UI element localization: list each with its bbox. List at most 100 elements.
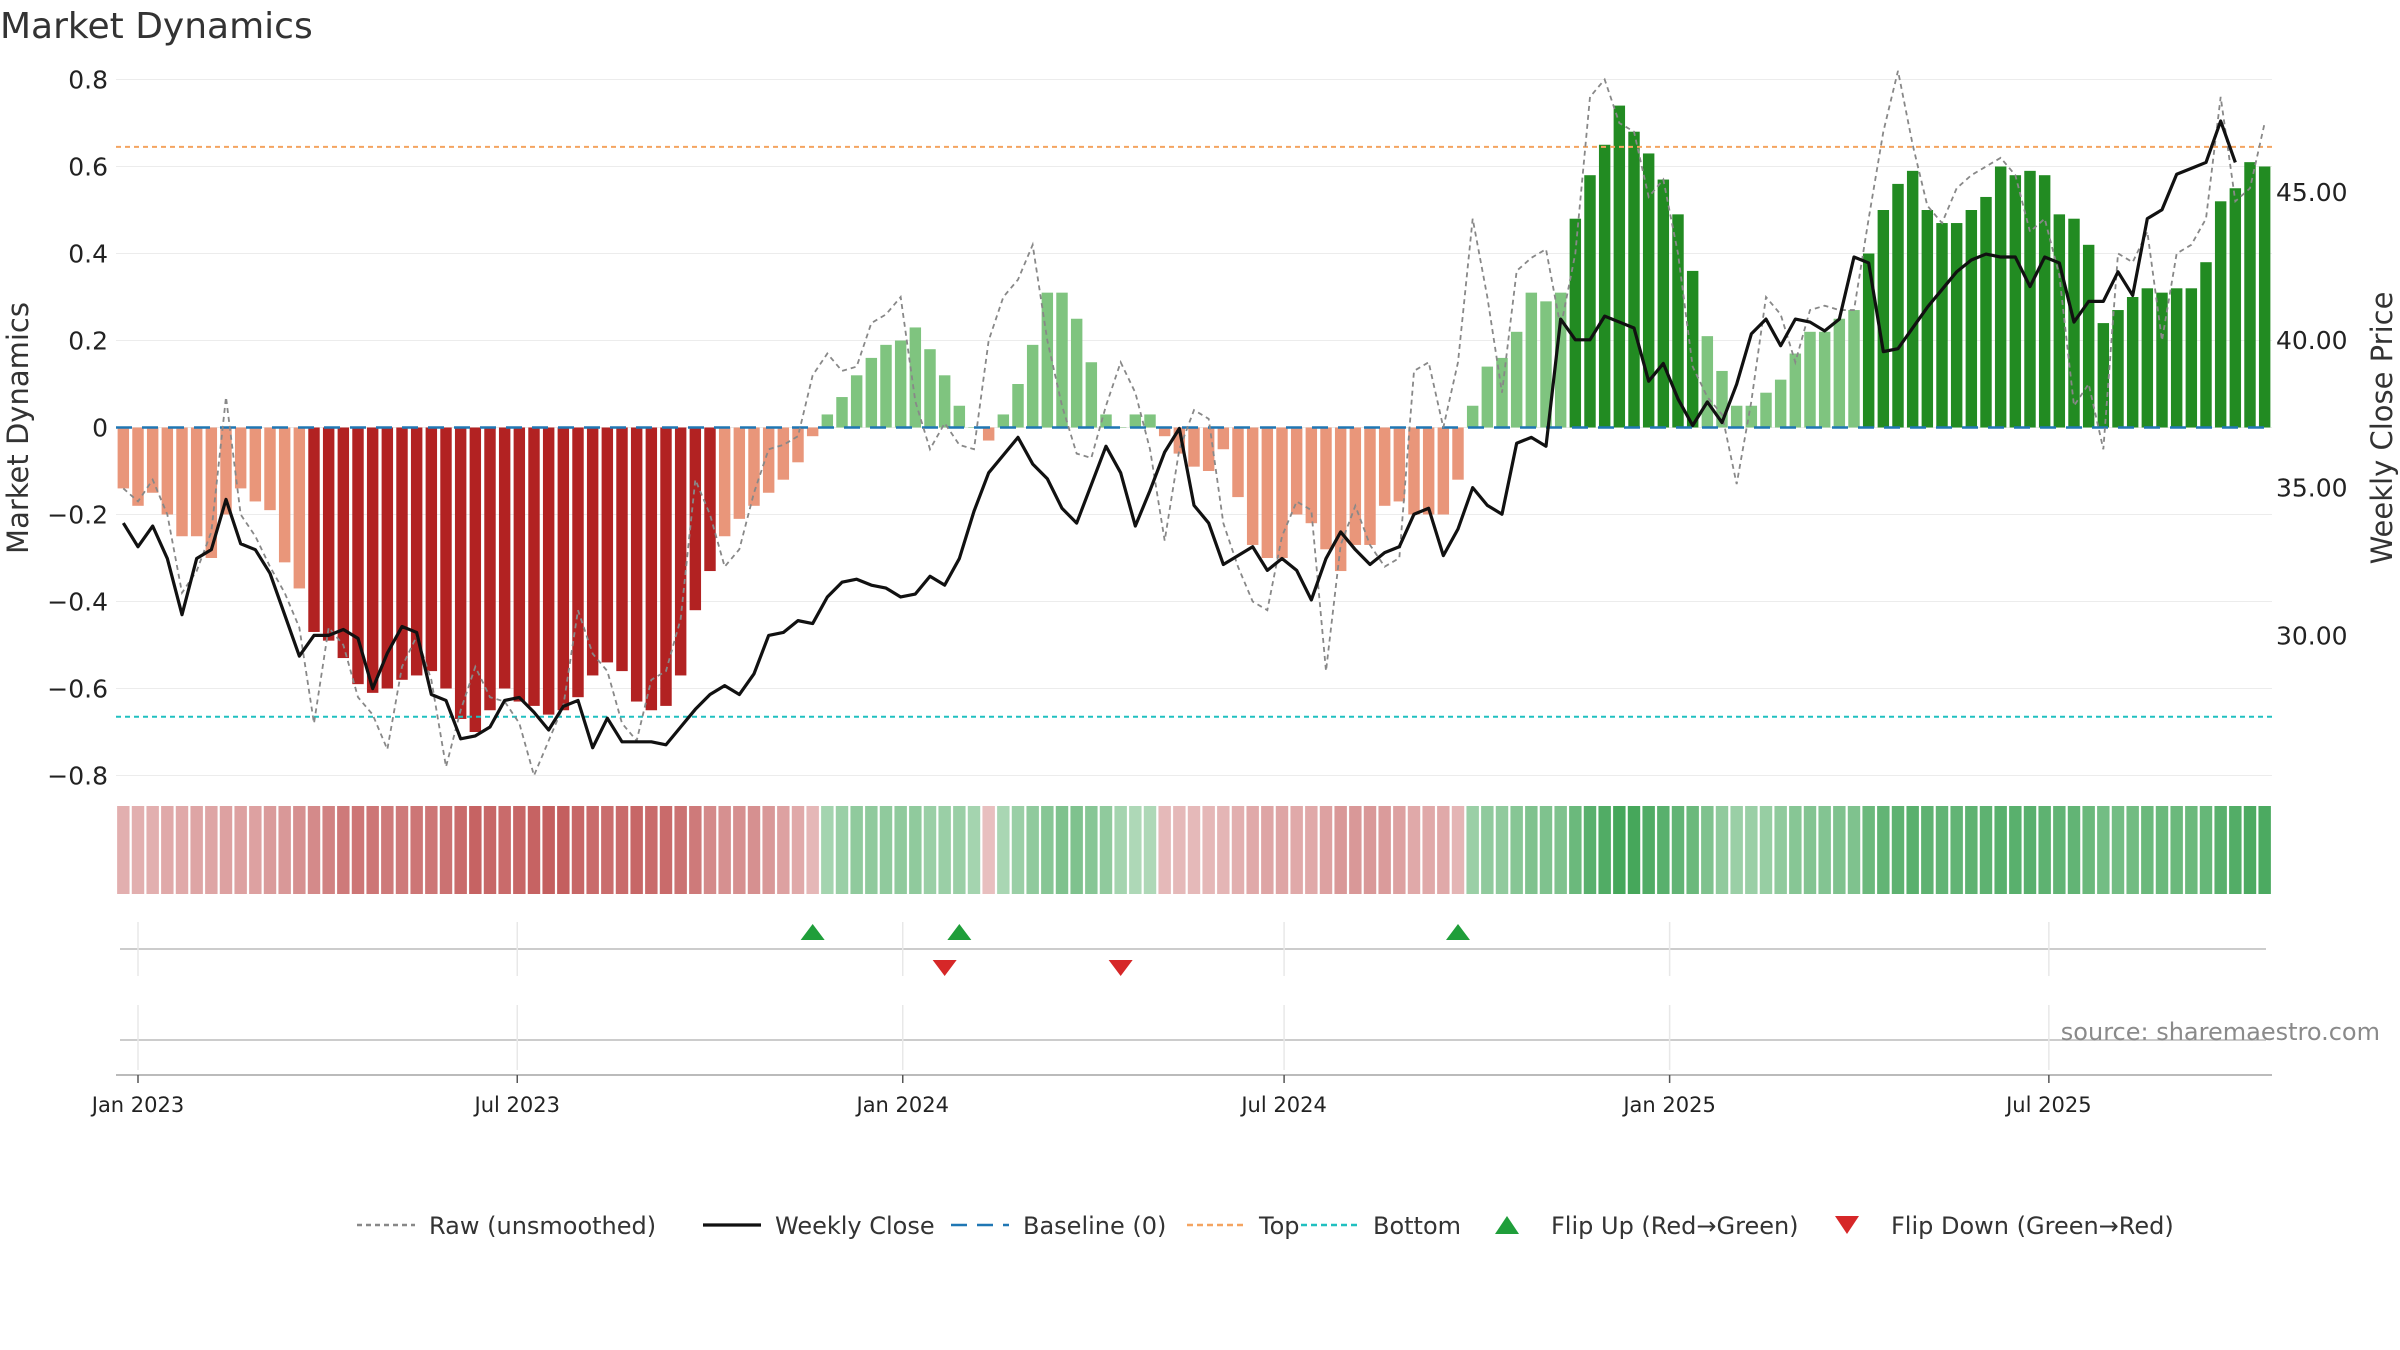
strength-heat-strip [117, 806, 2271, 894]
strength-cell [850, 806, 863, 894]
strength-cell [1187, 806, 1201, 894]
dynamics-bar [498, 427, 511, 689]
strength-cell [1055, 806, 1069, 894]
dynamics-bar [1158, 427, 1171, 437]
dynamics-bar [762, 427, 775, 493]
strength-cell [190, 806, 203, 894]
left-tick-label: 0 [92, 414, 108, 443]
dynamics-bar [909, 327, 922, 428]
strength-cell [865, 806, 878, 894]
strength-cell [2229, 806, 2242, 894]
dynamics-bar [1745, 405, 1758, 428]
strength-cell [1070, 806, 1083, 894]
dynamics-bar [1892, 183, 1904, 428]
dynamics-bar [1041, 292, 1054, 428]
left-tick-label: −0.4 [47, 588, 108, 617]
strength-cell [1407, 806, 1421, 894]
dynamics-bar [1246, 427, 1259, 545]
strength-cell [1261, 806, 1274, 894]
dynamics-bar [850, 375, 863, 428]
strength-cell [2053, 806, 2066, 894]
plot-lines [116, 70, 2272, 779]
strength-cell [2023, 806, 2037, 894]
strength-cell [1847, 806, 1861, 894]
dynamics-bar [1188, 427, 1200, 467]
dynamics-bar [1466, 405, 1479, 428]
dynamics-bar [1598, 144, 1611, 428]
dynamics-bar [1774, 379, 1787, 428]
right-tick-label: 35.00 [2276, 474, 2348, 503]
dynamics-bar [645, 427, 658, 711]
dynamics-bar [249, 427, 262, 502]
dynamics-bar [1217, 427, 1230, 450]
left-tick-label: −0.2 [47, 501, 108, 530]
strength-cell [777, 806, 790, 894]
right-tick-label: 45.00 [2276, 178, 2348, 207]
strength-cell [1759, 806, 1773, 894]
dynamics-bar [381, 427, 394, 689]
dynamics-bar [924, 349, 936, 428]
dynamics-bar [484, 427, 496, 711]
empty-lower-panel [120, 1005, 2266, 1070]
dynamics-bar [1848, 310, 1860, 428]
strength-cell [351, 806, 365, 894]
weekly-close-line [121, 119, 2237, 750]
x-tick-label: Jul 2024 [1239, 1093, 1326, 1117]
strength-cell [630, 806, 643, 894]
dynamics-bar [1437, 427, 1450, 515]
dynamics-bar [1144, 414, 1156, 428]
strength-cell [601, 806, 614, 894]
dynamics-bar [528, 427, 540, 706]
strength-cell [1114, 806, 1127, 894]
strength-cell [366, 806, 379, 894]
dynamics-bar [2214, 201, 2227, 428]
dynamics-bar [586, 427, 599, 676]
dynamics-bar [1202, 427, 1215, 471]
strength-cell [762, 806, 775, 894]
strength-cell [381, 806, 394, 894]
strength-cell [146, 806, 159, 894]
dynamics-bar [1950, 223, 1963, 428]
dynamics-bar [278, 427, 291, 563]
dynamics-bar [308, 427, 320, 632]
dynamics-bar [1804, 331, 1816, 428]
dynamics-bar [1334, 427, 1347, 572]
strength-cell [967, 806, 981, 894]
strength-cell [674, 806, 687, 894]
dynamics-bar [982, 427, 995, 441]
dynamics-bar [1290, 427, 1303, 515]
legend-label: Top [1258, 1212, 1300, 1240]
x-tick-label: Jul 2023 [473, 1093, 560, 1117]
dynamics-bar [1672, 214, 1684, 428]
flip-up-marker [1446, 924, 1470, 940]
dynamics-bar [220, 427, 232, 515]
dynamics-bar [1686, 270, 1699, 428]
raw-unsmoothed-line [122, 70, 2266, 779]
strength-cell [2097, 806, 2110, 894]
dynamics-bar [337, 427, 350, 659]
x-tick-label: Jan 2025 [1621, 1093, 1716, 1117]
x-axis-ticks: Jan 2023 Jul 2023 Jan 2024 Jul 2024 Jan 2025… [90, 1074, 2272, 1117]
strength-cell [1305, 806, 1318, 894]
dynamics-bar [2229, 188, 2242, 428]
strength-cell [1671, 806, 1685, 894]
strength-cell [703, 806, 717, 894]
dynamics-bar [953, 405, 966, 428]
dynamics-bar [2112, 310, 2124, 428]
dynamics-bar [2038, 175, 2051, 428]
dynamics-bar [880, 344, 892, 428]
strength-cell [425, 806, 438, 894]
strength-cell [821, 806, 834, 894]
dynamics-bar [630, 427, 643, 702]
strength-cell [938, 806, 951, 894]
strength-cell [307, 806, 321, 894]
strength-cell [395, 806, 409, 894]
strength-cell [615, 806, 629, 894]
dynamics-bar [997, 414, 1010, 428]
strength-cell [527, 806, 541, 894]
strength-cell [1099, 806, 1113, 894]
strength-cell [1818, 806, 1831, 894]
dynamics-bar [352, 427, 364, 685]
strength-cell [1525, 806, 1538, 894]
dynamics-bar [1818, 331, 1831, 428]
